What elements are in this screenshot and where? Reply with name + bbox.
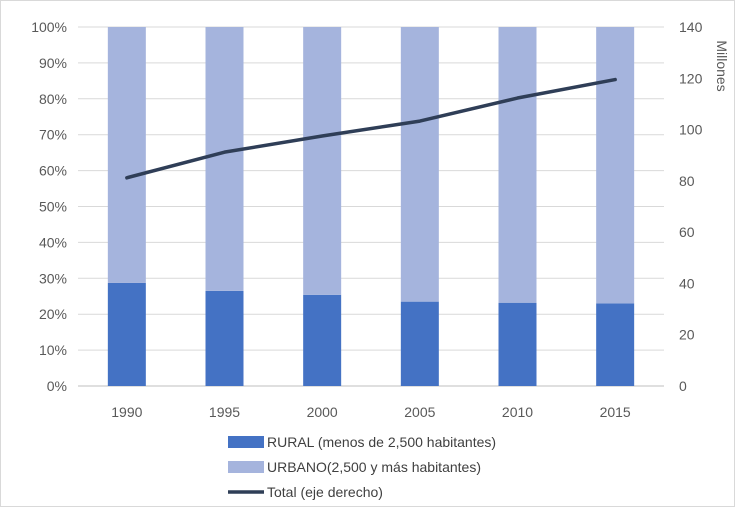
x-tick-label: 2010 xyxy=(502,404,533,420)
left-tick-label: 100% xyxy=(31,19,67,35)
left-tick-label: 90% xyxy=(39,55,67,71)
legend-label: RURAL (menos de 2,500 habitantes) xyxy=(267,434,496,450)
right-tick-label: 60 xyxy=(679,224,695,240)
x-axis: 1990 1995 2000 2005 2010 2015 xyxy=(111,404,631,420)
right-tick-label: 40 xyxy=(679,275,695,291)
right-tick-label: 120 xyxy=(679,70,703,86)
gridlines xyxy=(78,27,664,386)
left-tick-label: 10% xyxy=(39,342,67,358)
bar-rural xyxy=(596,303,634,386)
bar-urbano xyxy=(596,27,634,303)
bar-rural xyxy=(499,303,537,386)
left-tick-label: 20% xyxy=(39,306,67,322)
left-tick-label: 40% xyxy=(39,234,67,250)
bar-urbano xyxy=(206,27,244,291)
right-tick-label: 80 xyxy=(679,173,695,189)
left-tick-label: 70% xyxy=(39,127,67,143)
left-tick-label: 50% xyxy=(39,199,67,215)
left-tick-label: 60% xyxy=(39,163,67,179)
legend-swatch xyxy=(228,436,264,448)
right-tick-label: 140 xyxy=(679,19,703,35)
bar-rural xyxy=(206,291,244,386)
bar-urbano xyxy=(401,27,439,302)
legend-label: URBANO(2,500 y más habitantes) xyxy=(267,459,481,475)
total-line xyxy=(127,80,615,178)
bar-rural xyxy=(108,283,146,386)
right-tick-label: 0 xyxy=(679,378,687,394)
bar-urbano xyxy=(499,27,537,303)
left-tick-label: 80% xyxy=(39,91,67,107)
total-line-layer xyxy=(127,79,616,177)
left-tick-label: 0% xyxy=(47,378,67,394)
bar-rural xyxy=(303,295,341,386)
bar-urbano xyxy=(303,27,341,295)
x-tick-label: 1995 xyxy=(209,404,240,420)
legend-swatch xyxy=(228,461,264,473)
right-axis-title: Millones xyxy=(714,40,730,91)
right-axis: 0 20 40 60 80 100 120 140 xyxy=(679,19,703,394)
x-tick-label: 1990 xyxy=(111,404,142,420)
left-tick-label: 30% xyxy=(39,270,67,286)
right-tick-label: 100 xyxy=(679,122,703,138)
x-tick-label: 2005 xyxy=(404,404,435,420)
bar-rural xyxy=(401,302,439,386)
legend: RURAL (menos de 2,500 habitantes) URBANO(… xyxy=(228,434,496,500)
x-tick-label: 2000 xyxy=(307,404,338,420)
right-tick-label: 20 xyxy=(679,327,695,343)
legend-label: Total (eje derecho) xyxy=(267,484,383,500)
bar-urbano xyxy=(108,27,146,283)
x-tick-label: 2015 xyxy=(600,404,631,420)
left-axis: 0% 10% 20% 30% 40% 50% 60% 70% 80% 90% 100% xyxy=(31,19,67,394)
